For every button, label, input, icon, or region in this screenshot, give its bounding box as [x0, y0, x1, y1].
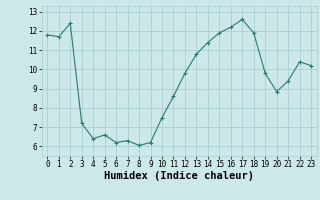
X-axis label: Humidex (Indice chaleur): Humidex (Indice chaleur) [104, 171, 254, 181]
